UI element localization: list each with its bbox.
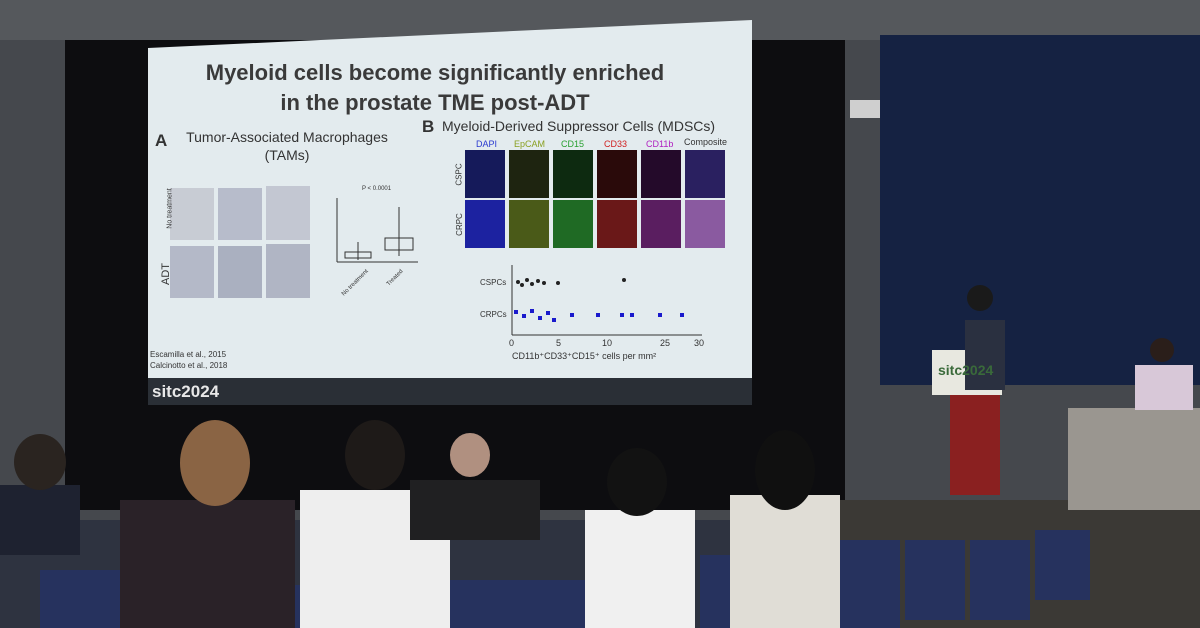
x-tick-label: 5	[556, 338, 562, 348]
channel: CD11b	[646, 139, 674, 149]
slide-title: Myeloid cells become significantly enric…	[205, 60, 665, 115]
row-label: CSPC	[454, 163, 464, 186]
boxplot	[336, 198, 418, 263]
channel: EpCAM	[514, 139, 546, 149]
x-axis-label: CD11b⁺CD33⁺CD15⁺ cells per mm²	[512, 351, 657, 361]
x-tick-label: 0	[509, 338, 515, 348]
row-label: CRPC	[454, 213, 464, 236]
channel: Composite	[684, 137, 728, 147]
panel-heading: Myeloid-Derived Suppressor Cells (MDSCs)	[442, 118, 716, 134]
group-label: CRPCs	[480, 310, 507, 319]
panel-letter: A	[155, 131, 168, 150]
group-label: CSPCs	[480, 278, 507, 287]
channel: DAPI	[476, 139, 498, 149]
p-value: P < 0.0001	[362, 186, 392, 192]
panel-letter: B	[422, 117, 435, 136]
dot-plot	[511, 265, 702, 336]
audience	[0, 420, 1090, 628]
panel-heading: Tumor-Associated Macrophages (TAMs)	[186, 129, 388, 163]
row-label: No treatment	[166, 188, 174, 229]
x-tick-label: 25	[660, 338, 671, 348]
x-tick-label: 10	[602, 338, 613, 348]
tam-images	[170, 186, 310, 298]
reference: Calcinotto et al., 2018	[150, 361, 228, 370]
x-tick-label: 30	[694, 338, 705, 348]
row-label: ADT	[160, 263, 172, 285]
slide-logo: sitc2024	[152, 382, 220, 401]
mdsc-images	[465, 150, 725, 248]
reference: Escamilla et al., 2015	[150, 350, 227, 359]
channel: CD15	[561, 139, 585, 149]
channel: CD33	[604, 139, 628, 149]
podium-logo: sitc2024	[938, 362, 994, 378]
